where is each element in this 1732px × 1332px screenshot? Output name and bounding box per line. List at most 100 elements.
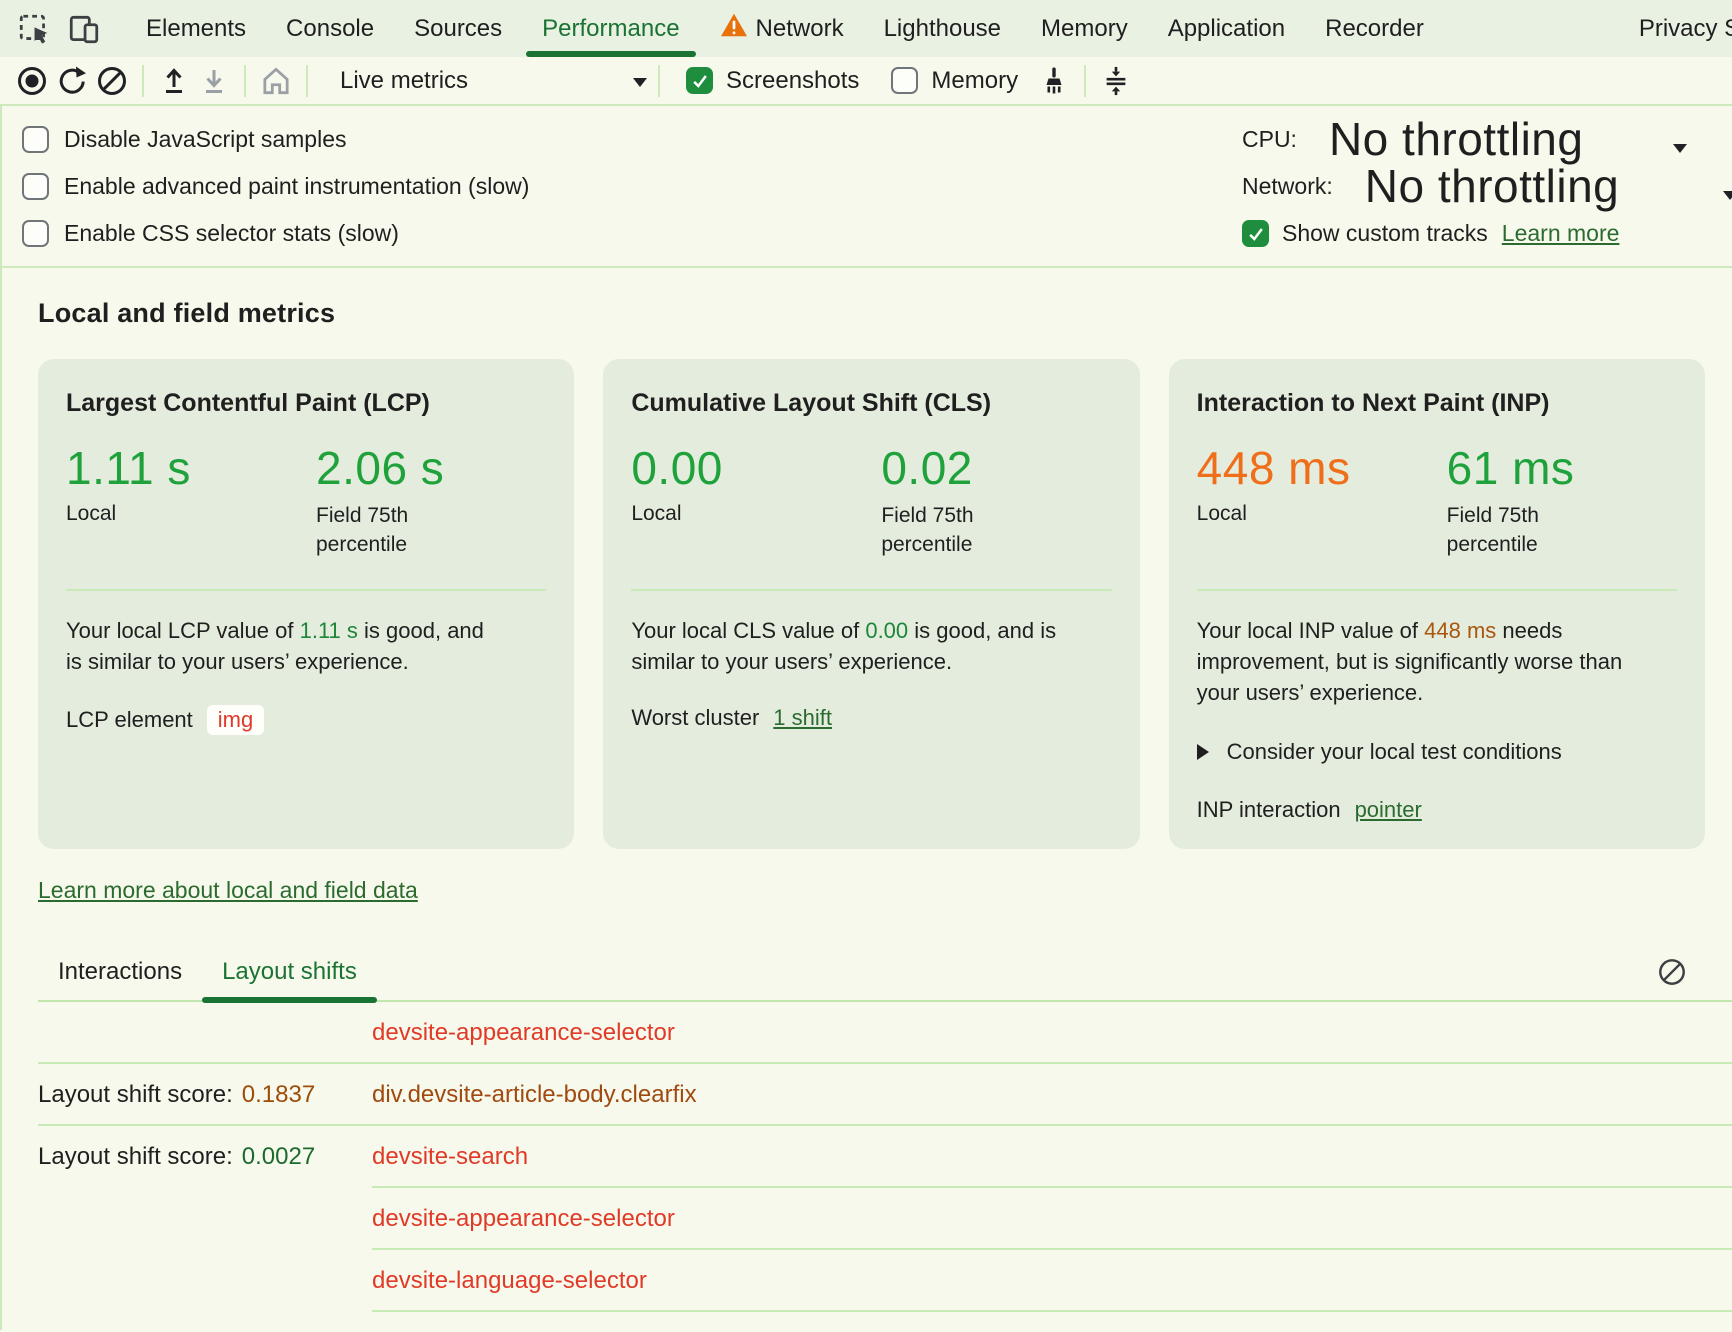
- device-toolbar-icon[interactable]: [64, 9, 104, 49]
- local-label: Local: [66, 502, 117, 526]
- divider: [142, 64, 144, 97]
- tab-elements[interactable]: Elements: [146, 14, 247, 42]
- record-icon[interactable]: [12, 61, 52, 101]
- home-icon[interactable]: [256, 61, 296, 101]
- shift-node-link[interactable]: devsite-search: [372, 1142, 529, 1170]
- chevron-down-icon: [1722, 180, 1732, 207]
- clear-icon[interactable]: [92, 61, 132, 101]
- divider: [372, 1309, 1732, 1312]
- divider: [38, 1123, 1732, 1126]
- page-title: Local and field metrics: [38, 298, 336, 328]
- css-selector-stats-checkbox[interactable]: [22, 220, 49, 247]
- performance-toolbar: Live metrics Screenshots Memory: [0, 57, 1732, 106]
- chevron-down-icon: [1672, 133, 1688, 160]
- screenshots-checkbox[interactable]: [686, 67, 713, 94]
- shift-node-link[interactable]: devsite-appearance-selector: [372, 1204, 675, 1232]
- lcp-inline-value: 1.11 s: [299, 617, 358, 643]
- local-label: Local: [631, 502, 682, 526]
- tab-layout-shifts[interactable]: Layout shifts: [202, 950, 377, 1003]
- custom-tracks-learn-more-link[interactable]: Learn more: [1501, 220, 1620, 246]
- memory-checkbox-row[interactable]: Memory: [891, 67, 1018, 95]
- cpu-throttling-select[interactable]: CPU: No throttling: [1242, 115, 1732, 164]
- worst-cluster-link[interactable]: 1 shift: [773, 705, 832, 731]
- cls-card-title: Cumulative Layout Shift (CLS): [631, 389, 992, 417]
- collapse-panel-icon[interactable]: [1096, 61, 1136, 101]
- triangle-right-icon: [1196, 743, 1209, 760]
- cls-card: Cumulative Layout Shift (CLS) 0.00 Local…: [603, 359, 1140, 849]
- tab-application[interactable]: Application: [1167, 14, 1286, 42]
- lcp-field-value: 2.06 s: [316, 442, 445, 494]
- show-custom-tracks-row[interactable]: Show custom tracks: [1242, 220, 1488, 247]
- gc-broom-icon[interactable]: [1034, 61, 1074, 101]
- inp-field-value: 61 ms: [1446, 442, 1575, 494]
- advanced-paint-row[interactable]: Enable advanced paint instrumentation (s…: [22, 163, 1732, 210]
- tab-lighthouse[interactable]: Lighthouse: [883, 14, 1002, 42]
- logs-tabbar: Interactions Layout shifts: [38, 950, 1732, 1003]
- screenshots-checkbox-row[interactable]: Screenshots: [686, 67, 859, 95]
- inspect-element-icon[interactable]: [14, 9, 54, 49]
- cls-field-value: 0.02: [881, 442, 973, 494]
- lcp-local-value: 1.11 s: [66, 442, 191, 494]
- show-custom-tracks-checkbox[interactable]: [1242, 220, 1269, 247]
- divider: [244, 64, 246, 97]
- clear-log-icon[interactable]: [1652, 952, 1692, 992]
- inp-interaction-label: INP interaction: [1196, 796, 1341, 822]
- disable-js-samples-row[interactable]: Disable JavaScript samples: [22, 116, 1732, 163]
- tab-sources[interactable]: Sources: [414, 14, 503, 42]
- tab-privacy-sandbox[interactable]: Privacy Sandbox: [1638, 14, 1732, 42]
- shift-score-cell: Layout shift score: 0.0027: [38, 1142, 316, 1170]
- layout-shift-row: Layout shift score: 0.1837 div.devsite-ar…: [38, 1064, 1732, 1126]
- field-data-learn-more-link[interactable]: Learn more about local and field data: [38, 876, 418, 903]
- tab-performance[interactable]: Performance: [522, 0, 699, 57]
- shift-node-link[interactable]: devsite-appearance-selector: [372, 1018, 675, 1046]
- shift-score-cell: Layout shift score: 0.1837: [38, 1080, 316, 1108]
- field-label: Field 75th percentile: [881, 504, 974, 556]
- tab-network[interactable]: Network: [700, 0, 864, 57]
- inp-interaction-link[interactable]: pointer: [1354, 796, 1422, 822]
- layout-shift-row: devsite-appearance-selector: [38, 1002, 1732, 1064]
- logs-section: Interactions Layout shifts devsite-appea…: [38, 950, 1732, 1330]
- reload-record-icon[interactable]: [52, 61, 92, 101]
- live-metrics-pane: Local and field metrics Largest Contentf…: [0, 268, 1732, 1330]
- shift-node-link[interactable]: div.devsite-article-body.clearfix: [372, 1080, 697, 1108]
- warning-icon: [720, 12, 748, 45]
- advanced-paint-checkbox[interactable]: [22, 173, 49, 200]
- tab-recorder[interactable]: Recorder: [1325, 14, 1424, 42]
- worst-cluster-label: Worst cluster: [631, 705, 760, 731]
- layout-shift-row: devsite-appearance-selector: [38, 1188, 1732, 1250]
- tab-console[interactable]: Console: [286, 14, 375, 42]
- tab-interactions[interactable]: Interactions: [58, 957, 183, 985]
- divider: [372, 1185, 1732, 1188]
- throttling-settings: CPU: No throttling Network: No throttlin…: [1242, 115, 1732, 257]
- cls-local-value: 0.00: [631, 442, 723, 494]
- disable-js-samples-checkbox[interactable]: [22, 126, 49, 153]
- css-selector-stats-row[interactable]: Enable CSS selector stats (slow): [22, 210, 1732, 257]
- cls-summary: Your local CLS value of 0.00 is good, an…: [631, 617, 1057, 675]
- local-test-conditions-expander[interactable]: Consider your local test conditions: [1196, 739, 1677, 765]
- divider: [1196, 588, 1677, 591]
- divider: [1084, 64, 1087, 97]
- devtools-tabbar: Elements Console Sources Performance Net…: [0, 0, 1732, 57]
- chevron-down-icon: [632, 67, 648, 95]
- divider: [372, 1247, 1732, 1250]
- shift-score-cell: [38, 1329, 372, 1330]
- upload-profile-icon[interactable]: [154, 61, 194, 101]
- divider: [631, 588, 1112, 591]
- lcp-element-node-chip[interactable]: img: [206, 705, 265, 736]
- download-profile-icon[interactable]: [194, 61, 234, 101]
- view-mode-select[interactable]: Live metrics: [318, 67, 648, 95]
- divider: [658, 64, 660, 97]
- cls-inline-value: 0.00: [865, 617, 909, 643]
- divider: [306, 64, 308, 97]
- layout-shift-row: Layout shift score: 0.0027 devsite-search: [38, 1126, 1732, 1188]
- shift-score-cell: [38, 1019, 372, 1047]
- capture-settings: Disable JavaScript samples Enable advanc…: [0, 106, 1732, 268]
- shift-node-link[interactable]: div.devsite-floating-action-buttons: [372, 1329, 728, 1330]
- lcp-card-title: Largest Contentful Paint (LCP): [66, 389, 430, 417]
- network-throttling-select[interactable]: Network: No throttling: [1242, 162, 1732, 211]
- shift-node-link[interactable]: devsite-language-selector: [372, 1266, 647, 1294]
- metric-cards: Largest Contentful Paint (LCP) 1.11 s Lo…: [38, 359, 1732, 849]
- view-mode-label: Live metrics: [340, 66, 469, 94]
- memory-checkbox[interactable]: [891, 67, 919, 94]
- tab-memory[interactable]: Memory: [1041, 14, 1128, 42]
